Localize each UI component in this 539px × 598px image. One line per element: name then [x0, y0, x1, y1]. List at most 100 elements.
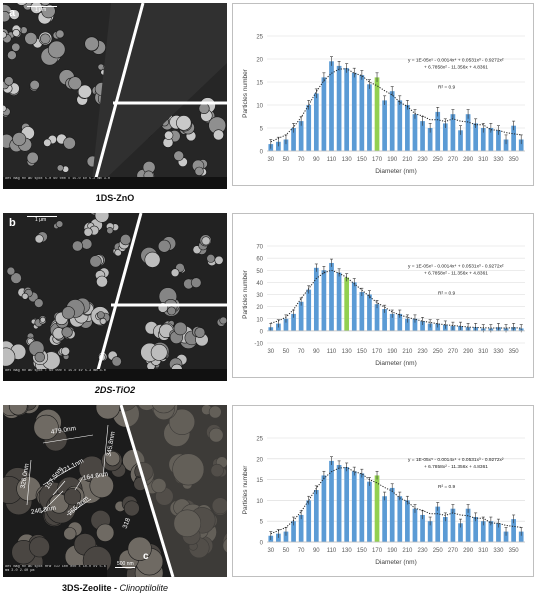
sem-particle [43, 138, 52, 147]
scale-bar [27, 216, 57, 217]
histogram-bar [427, 521, 433, 542]
sem-particle [55, 220, 64, 228]
sem-particle [150, 343, 168, 361]
histogram-bar [336, 272, 342, 331]
x-axis-label: Diameter (nm) [375, 360, 417, 367]
sem-image-tio2: b 1 μm det mag HV WD spot T 60 000 x 15.… [3, 213, 227, 381]
sem-particle [201, 236, 211, 246]
scale-bar [115, 567, 135, 568]
sem-particle [34, 351, 45, 363]
scale-bar [27, 6, 57, 7]
sem-particle [3, 31, 7, 39]
histogram-bar [518, 139, 524, 151]
histogram-bar [496, 523, 501, 542]
trendline [270, 269, 522, 329]
x-tick-label: 170 [372, 548, 383, 554]
sem-particle [96, 275, 108, 288]
histogram-bar [313, 490, 319, 542]
y-tick-label: 10 [256, 499, 263, 505]
y-tick-label: 15 [256, 478, 263, 484]
trendline-equation: + 6.7858x² - 11.356x + 4.8361 [424, 270, 488, 276]
sem-micrograph-zno [3, 3, 227, 189]
x-tick-label: 190 [387, 157, 398, 163]
histogram-bar [359, 473, 365, 542]
x-tick-label: 110 [327, 349, 337, 355]
trendline-equation: y = 1E-05x⁵ - 0.0014x⁴ + 0.0531x³ - 0.92… [408, 57, 504, 63]
histogram-bar [412, 508, 418, 542]
histogram-bar [329, 460, 334, 542]
histogram-bar [306, 500, 312, 542]
histogram-bar [450, 114, 456, 151]
y-tick-label: 15 [256, 81, 263, 87]
sem-particle [63, 527, 77, 541]
sem-particle [9, 9, 20, 20]
x-tick-label: 90 [313, 548, 320, 554]
x-tick-label: 50 [283, 157, 290, 163]
sem-particle [10, 272, 22, 284]
caption-italic: Clinoptilolite [119, 583, 169, 593]
x-axis-label: Diameter (nm) [375, 559, 417, 566]
y-tick-label: 5 [260, 127, 264, 133]
x-tick-label: 70 [298, 157, 305, 163]
sem-particle [104, 450, 121, 467]
y-tick-label: 30 [256, 293, 263, 299]
histogram-bar [458, 523, 463, 542]
panel-letter: a [9, 7, 16, 19]
x-tick-label: 270 [448, 349, 459, 355]
histogram-bar [442, 517, 448, 542]
histogram-zno: 0 5 10 15 20 25 30 50 70 90 110 130 150 170 190 210 230 2… [242, 35, 525, 175]
sem-particle [8, 405, 28, 416]
histogram-bar [344, 277, 350, 331]
x-tick-label: 330 [493, 157, 504, 163]
sem-particle [144, 251, 161, 268]
x-tick-label: 50 [283, 548, 290, 554]
x-tick-label: 290 [463, 349, 474, 355]
histogram-bar [291, 313, 296, 331]
r-squared-label: R² = 0.9 [438, 290, 456, 296]
x-tick-label: 210 [402, 548, 413, 554]
x-axis-label: Diameter (nm) [375, 168, 417, 175]
y-tick-label: 25 [256, 437, 263, 443]
histogram-bar [283, 318, 289, 331]
sem-particle [173, 150, 184, 162]
histogram-zno-box: 0 5 10 15 20 25 30 50 70 90 110 130 150 170 190 210 230 2… [232, 3, 534, 186]
sem-particle [21, 292, 29, 300]
sem-particle [164, 130, 174, 140]
histogram-bar [367, 481, 372, 542]
trendline-equation: + 6.7858x² - 11.356x + 4.8361 [424, 464, 488, 470]
sem-particle [176, 115, 192, 131]
histogram-bar [389, 91, 395, 151]
histogram-bar [412, 318, 418, 331]
x-tick-label: 30 [267, 349, 274, 355]
histogram-bar [420, 121, 425, 151]
y-axis-label: Particles number [242, 465, 249, 515]
histogram-bar [298, 514, 304, 542]
sem-particle [106, 227, 114, 235]
sem-particle [55, 29, 65, 39]
sem-particle [34, 298, 44, 308]
histogram-bar [291, 521, 296, 542]
sem-particle [198, 103, 210, 115]
sem-particle [11, 42, 21, 52]
y-tick-label: 60 [256, 257, 263, 263]
sem-particle [12, 132, 27, 146]
sem-particle [12, 28, 21, 37]
sem-micrograph-tio2 [3, 213, 227, 381]
histogram-bar [306, 289, 312, 331]
x-tick-label: 150 [357, 349, 368, 355]
x-tick-label: 170 [372, 349, 383, 355]
trendline [270, 466, 522, 535]
y-axis-label: Particles number [242, 68, 249, 118]
histogram-bar [374, 77, 380, 151]
histogram-bar [503, 531, 509, 542]
panel-caption-tio2: 2DS-TiO2 [94, 385, 136, 395]
sem-image-zno: a 1 μm det mag HV WD spot 5.0 60 000 x 1… [3, 3, 227, 189]
sem-particle [60, 346, 70, 356]
y-tick-label: 0 [260, 541, 264, 547]
histogram-bar [298, 301, 304, 331]
x-tick-label: 30 [267, 548, 274, 554]
y-tick-label: 10 [256, 317, 263, 323]
x-tick-label: 210 [402, 157, 413, 163]
histogram-bar [496, 130, 501, 151]
x-tick-label: 130 [342, 157, 353, 163]
